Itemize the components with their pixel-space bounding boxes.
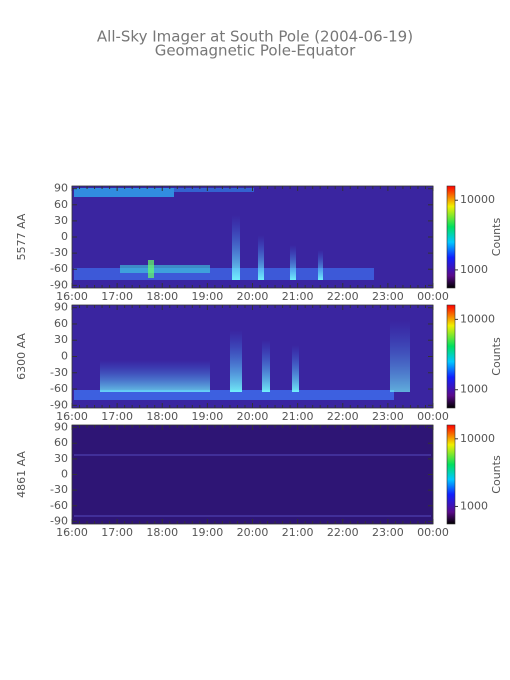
y-tick-label: -30 [50, 246, 68, 259]
colorbar-tick-label: 1000 [460, 499, 488, 512]
x-tick-label: 00:00 [417, 290, 449, 303]
y-axis-label: 4861 AA [15, 451, 28, 498]
y-tick-label: -60 [50, 382, 68, 395]
colorbar-tick-label: 10000 [460, 193, 495, 206]
x-tick-label: 19:00 [192, 410, 224, 423]
x-tick-label: 16:00 [56, 410, 88, 423]
y-tick-label: 30 [54, 214, 68, 227]
x-tick-label: 19:00 [192, 290, 224, 303]
x-tick-label: 17:00 [101, 526, 133, 539]
x-tick-label: 22:00 [327, 410, 359, 423]
y-tick-label: 90 [54, 301, 68, 314]
y-tick-label: 60 [54, 198, 68, 211]
x-tick-label: 23:00 [372, 290, 404, 303]
colorbar-label: Counts [490, 218, 503, 257]
y-tick-label: -90 [50, 278, 68, 291]
y-tick-label: -90 [50, 398, 68, 411]
colorbar-tick-label: 1000 [460, 383, 488, 396]
x-tick-label: 17:00 [101, 410, 133, 423]
x-tick-label: 19:00 [192, 526, 224, 539]
x-tick-label: 23:00 [372, 410, 404, 423]
colorbar [446, 304, 456, 409]
y-tick-label: 90 [54, 421, 68, 434]
x-tick-label: 18:00 [146, 526, 178, 539]
x-tick-label: 20:00 [237, 410, 269, 423]
y-tick-label: -30 [50, 366, 68, 379]
colorbar-tick-label: 10000 [460, 432, 495, 445]
x-tick-label: 18:00 [146, 410, 178, 423]
y-tick-label: 0 [61, 350, 68, 363]
x-tick-label: 16:00 [56, 526, 88, 539]
y-tick-label: -90 [50, 514, 68, 527]
x-tick-label: 21:00 [282, 526, 314, 539]
x-tick-label: 16:00 [56, 290, 88, 303]
x-tick-label: 18:00 [146, 290, 178, 303]
x-tick-label: 22:00 [327, 526, 359, 539]
colorbar-tick-label: 10000 [460, 312, 495, 325]
image [72, 186, 433, 524]
x-tick-label: 17:00 [101, 290, 133, 303]
x-tick-label: 21:00 [282, 410, 314, 423]
y-tick-label: 0 [61, 230, 68, 243]
y-tick-label: -60 [50, 499, 68, 512]
colorbar [446, 185, 456, 289]
y-tick-label: 60 [54, 317, 68, 330]
colorbar [446, 424, 456, 525]
y-tick-label: -60 [50, 262, 68, 275]
chart-title: All-Sky Imager at South Pole (2004-06-19… [97, 28, 413, 46]
x-tick-label: 20:00 [237, 290, 269, 303]
chart-subtitle: Geomagnetic Pole-Equator [155, 42, 356, 60]
x-tick-label: 20:00 [237, 526, 269, 539]
y-tick-label: 30 [54, 333, 68, 346]
colorbar-label: Counts [490, 455, 503, 494]
x-tick-label: 23:00 [372, 526, 404, 539]
x-tick-label: 22:00 [327, 290, 359, 303]
x-tick-label: 00:00 [417, 410, 449, 423]
colorbar-tick-label: 1000 [460, 263, 488, 276]
y-tick-label: 90 [54, 182, 68, 195]
x-tick-label: 00:00 [417, 526, 449, 539]
y-axis-label: 5577 AA [15, 213, 28, 260]
y-tick-label: 30 [54, 452, 68, 465]
colorbar-label: Counts [490, 337, 503, 376]
y-tick-label: -30 [50, 483, 68, 496]
y-tick-label: 0 [61, 468, 68, 481]
y-axis-label: 6300 AA [15, 333, 28, 380]
y-tick-label: 60 [54, 436, 68, 449]
x-tick-label: 21:00 [282, 290, 314, 303]
